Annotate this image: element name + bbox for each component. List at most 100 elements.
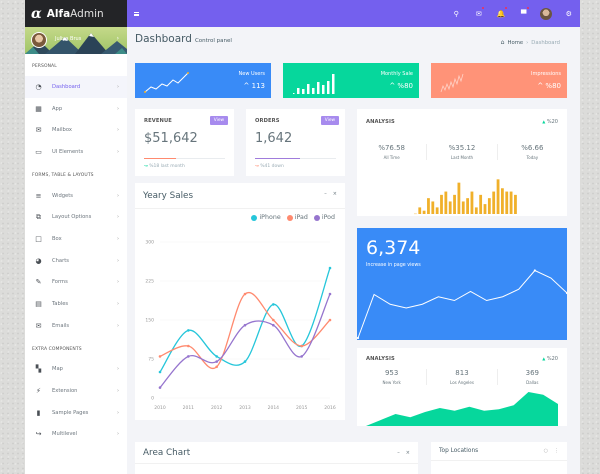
- profile-name[interactable]: Juliya Brus: [55, 36, 82, 42]
- sidebar-item-dashboard[interactable]: ◔ Dashboard ›: [25, 76, 127, 98]
- data-point[interactable]: [300, 355, 303, 358]
- data-point[interactable]: [243, 323, 247, 327]
- data-point[interactable]: [328, 318, 332, 322]
- sidebar-item-label: UI Elements: [52, 148, 84, 155]
- data-point[interactable]: [272, 318, 275, 322]
- trend-up-icon: ▲: [542, 356, 546, 361]
- stat-column-label: Dallas: [526, 380, 539, 385]
- settings-button[interactable]: ⚙: [558, 0, 581, 27]
- legend-item[interactable]: iPhone: [251, 214, 281, 221]
- stat-column-value: %6.66: [521, 144, 544, 152]
- sidebar-item-widgets[interactable]: ≡ Widgets ›: [25, 185, 127, 207]
- data-point[interactable]: [272, 323, 275, 327]
- minimize-button[interactable]: –: [324, 191, 327, 197]
- sidebar-item-extension[interactable]: ⚡ Extension ›: [25, 380, 127, 402]
- breadcrumb-home[interactable]: Home: [507, 39, 524, 46]
- top-locations-card: Top Locations ○ ⋮: [431, 442, 567, 474]
- sidebar-item-forms[interactable]: ✎ Forms ›: [25, 272, 127, 294]
- bar: [470, 191, 474, 214]
- sidebar-item-map[interactable]: ▚ Map ›: [25, 359, 127, 381]
- chevron-right-icon: ›: [117, 192, 119, 199]
- data-point[interactable]: [158, 370, 162, 374]
- stat-new-users[interactable]: New Users ^ 113: [135, 63, 271, 98]
- analysis-trend: ▲ %20: [542, 356, 558, 362]
- sidebar-item-sample-pages[interactable]: ▮ Sample Pages ›: [25, 402, 127, 424]
- bar: [501, 188, 504, 214]
- more-menu-icon[interactable]: ⋮: [554, 448, 559, 454]
- sidebar-nav: PERSONAL ◔ Dashboard › ▦ App › ✉ Mailbox › ▭ UI Ele…: [25, 54, 127, 445]
- bar: [427, 198, 430, 214]
- data-point[interactable]: [272, 303, 275, 306]
- data-point[interactable]: [328, 266, 332, 270]
- x-tick-label: 2015: [296, 405, 308, 411]
- sidebar-item-app[interactable]: ▦ App ›: [25, 98, 127, 120]
- chevron-right-icon[interactable]: ›: [116, 35, 119, 42]
- orders-progress-bar: [255, 158, 336, 159]
- minimize-button[interactable]: –: [397, 450, 400, 456]
- legend-item[interactable]: iPad: [286, 214, 308, 221]
- data-point[interactable]: [158, 355, 162, 358]
- logo-text-bold: Alfa: [46, 7, 71, 20]
- area-chart-header: Area Chart – ×: [135, 442, 418, 464]
- sidebar-item-label: Box: [52, 235, 62, 242]
- search-button[interactable]: ⚲: [445, 0, 468, 27]
- sidebar-item-ui-elements[interactable]: ▭ UI Elements ›: [25, 141, 127, 163]
- stat-column-value: %35.12: [448, 144, 476, 152]
- chevron-right-icon: ›: [117, 409, 119, 416]
- data-point[interactable]: [215, 360, 218, 363]
- trend-down-icon: ↝: [255, 164, 259, 169]
- sidebar-item-box[interactable]: □ Box ›: [25, 228, 127, 250]
- x-tick-label: 2011: [183, 405, 195, 411]
- close-button[interactable]: ×: [405, 450, 410, 456]
- data-point[interactable]: [215, 365, 218, 369]
- refresh-icon[interactable]: ○: [543, 448, 548, 454]
- data-point[interactable]: [215, 355, 218, 358]
- sidebar-item-tables[interactable]: ▤ Tables ›: [25, 293, 127, 315]
- chat-button[interactable]: ▀: [513, 0, 536, 27]
- sidebar-item-layout-options[interactable]: ⧉ Layout Options ›: [25, 206, 127, 228]
- user-avatar-button[interactable]: [535, 0, 558, 27]
- analysis-trend: ▲ %20: [542, 119, 558, 125]
- analysis-trend-value: %20: [546, 119, 558, 125]
- analysis-title: ANALYSIS: [366, 119, 395, 125]
- data-point: [357, 336, 360, 340]
- mail-button[interactable]: ✉: [468, 0, 491, 27]
- legend-label: iPod: [321, 214, 335, 221]
- data-point[interactable]: [158, 386, 162, 389]
- user-profile[interactable]: Juliya Brus ›: [25, 27, 127, 54]
- analysis-stats: %76.58 All Time %35.12 Last Month %6.66 Today: [357, 144, 567, 160]
- sidebar-item-charts[interactable]: ◕ Charts ›: [25, 250, 127, 272]
- sidebar-item-label: Emails: [52, 322, 70, 329]
- edit-form-icon: ✎: [35, 278, 42, 287]
- data-point[interactable]: [187, 344, 190, 348]
- data-point[interactable]: [328, 292, 332, 296]
- stat-monthly-sale[interactable]: Monthly Sale ^ %80: [283, 63, 419, 98]
- close-button[interactable]: ×: [332, 191, 337, 197]
- data-point[interactable]: [243, 292, 247, 296]
- layout-icon: ⧉: [36, 212, 41, 221]
- profile-avatar[interactable]: [31, 32, 47, 48]
- data-point[interactable]: [187, 329, 190, 332]
- bell-button[interactable]: 🔔: [490, 0, 513, 27]
- chevron-right-icon: ›: [117, 105, 119, 112]
- data-point[interactable]: [300, 344, 303, 348]
- stat-impressions[interactable]: Impressions ^ %80: [431, 63, 567, 98]
- sidebar-item-emails[interactable]: ✉ Emails ›: [25, 315, 127, 337]
- data-point[interactable]: [243, 360, 247, 363]
- revenue-view-button[interactable]: View: [209, 116, 228, 125]
- data-point[interactable]: [187, 355, 190, 358]
- area-fill: [366, 392, 558, 426]
- sidebar-item-multilevel[interactable]: ↪ Multilevel ›: [25, 424, 127, 446]
- hamburger-menu-icon[interactable]: [134, 11, 139, 16]
- legend-item[interactable]: iPod: [313, 214, 335, 221]
- page-views-value: 6,374: [366, 237, 421, 259]
- sidebar-item-mailbox[interactable]: ✉ Mailbox ›: [25, 119, 127, 141]
- bar: [509, 191, 513, 214]
- y-tick-label: 75: [148, 357, 154, 363]
- orders-view-button[interactable]: View: [320, 116, 339, 125]
- trend-up-icon: ↝: [144, 164, 148, 169]
- logo[interactable]: α Alfa Admin: [25, 0, 127, 27]
- notification-badge: [527, 7, 529, 9]
- bar: [422, 210, 426, 214]
- sidebar-item-label: Layout Options: [52, 214, 92, 221]
